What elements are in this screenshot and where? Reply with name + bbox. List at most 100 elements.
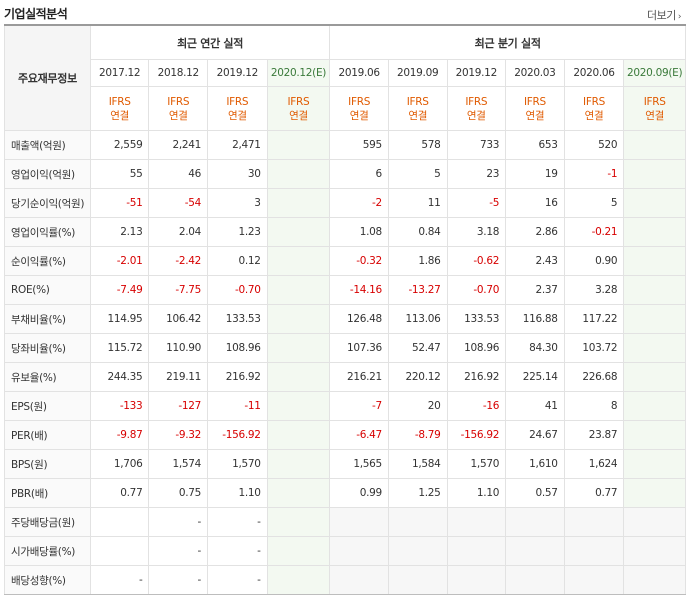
value-cell: 1.08 bbox=[329, 217, 389, 247]
value-cell: 1.10 bbox=[446, 478, 507, 508]
value-cell: 0.75 bbox=[148, 478, 209, 508]
value-cell bbox=[623, 362, 686, 392]
period-header: 2019.12 bbox=[207, 59, 268, 87]
table-row: 당좌비율(%) 115.72 110.90 108.96 107.36 52.47 108.… bbox=[4, 333, 686, 363]
standard-consolidated-label: 연결 bbox=[227, 109, 247, 122]
value-cell: 1,706 bbox=[89, 449, 150, 479]
value-cell: 0.77 bbox=[563, 478, 625, 508]
corner-label: 주요재무정보 bbox=[4, 24, 91, 131]
value-cell: -7.75 bbox=[148, 275, 209, 305]
accounting-standard: IFRS 연결 bbox=[266, 86, 331, 131]
value-cell: 0.99 bbox=[329, 478, 389, 508]
row-label: 영업이익(억원) bbox=[4, 159, 91, 189]
value-cell: -127 bbox=[148, 391, 209, 421]
value-cell: 11 bbox=[387, 188, 448, 218]
value-cell bbox=[623, 246, 686, 276]
value-cell: 733 bbox=[446, 130, 507, 160]
value-cell: 1,565 bbox=[329, 449, 389, 479]
more-link[interactable]: 더보기 › bbox=[647, 7, 682, 23]
value-cell: 108.96 bbox=[207, 333, 268, 363]
period-header: 2020.06 bbox=[563, 59, 625, 87]
value-cell: -0.21 bbox=[563, 217, 625, 247]
value-cell: 2.04 bbox=[148, 217, 209, 247]
table-row: 유보율(%) 244.35 219.11 216.92 216.21 220.12 216.… bbox=[4, 362, 686, 392]
value-cell bbox=[623, 391, 686, 421]
value-cell: 113.06 bbox=[387, 304, 448, 334]
value-cell: 41 bbox=[505, 391, 565, 421]
standard-ifrs-label: IFRS bbox=[287, 95, 310, 108]
value-cell bbox=[563, 507, 625, 537]
value-cell bbox=[387, 507, 448, 537]
value-cell: -6.47 bbox=[329, 420, 389, 450]
period-header: 2017.12 bbox=[89, 59, 150, 87]
value-cell: -9.87 bbox=[89, 420, 150, 450]
value-cell bbox=[387, 536, 448, 566]
value-cell: 84.30 bbox=[505, 333, 565, 363]
period-header: 2020.03 bbox=[505, 59, 565, 87]
value-cell: 103.72 bbox=[563, 333, 625, 363]
value-cell bbox=[329, 565, 389, 595]
row-label: BPS(원) bbox=[4, 449, 91, 479]
value-cell: 244.35 bbox=[89, 362, 150, 392]
accounting-standard: IFRS 연결 bbox=[148, 86, 209, 131]
table-row: EPS(원) -133 -127 -11 -7 20 -16 41 8 bbox=[4, 391, 686, 421]
value-cell bbox=[89, 536, 150, 566]
value-cell: - bbox=[148, 536, 209, 566]
table-row: BPS(원) 1,706 1,574 1,570 1,565 1,584 1,570 1,61… bbox=[4, 449, 686, 479]
value-cell: 1,570 bbox=[446, 449, 507, 479]
value-cell: 1.23 bbox=[207, 217, 268, 247]
value-cell bbox=[266, 246, 331, 276]
row-label: 영업이익률(%) bbox=[4, 217, 91, 247]
standard-consolidated-label: 연결 bbox=[584, 109, 604, 122]
value-cell: 3.18 bbox=[446, 217, 507, 247]
value-cell: -2.01 bbox=[89, 246, 150, 276]
value-cell: -8.79 bbox=[387, 420, 448, 450]
value-cell bbox=[266, 420, 331, 450]
value-cell: -0.70 bbox=[446, 275, 507, 305]
value-cell: -16 bbox=[446, 391, 507, 421]
value-cell: 23 bbox=[446, 159, 507, 189]
value-cell: 578 bbox=[387, 130, 448, 160]
value-cell: 19 bbox=[505, 159, 565, 189]
annual-group-header: 최근 연간 실적 bbox=[89, 24, 331, 60]
value-cell: 2.37 bbox=[505, 275, 565, 305]
value-cell bbox=[623, 449, 686, 479]
value-cell: 108.96 bbox=[446, 333, 507, 363]
value-cell: 55 bbox=[89, 159, 150, 189]
standard-consolidated-label: 연결 bbox=[466, 109, 486, 122]
value-cell: 2.43 bbox=[505, 246, 565, 276]
value-cell: 52.47 bbox=[387, 333, 448, 363]
value-cell: 2,559 bbox=[89, 130, 150, 160]
accounting-standard: IFRS 연결 bbox=[329, 86, 389, 131]
chevron-right-icon: › bbox=[677, 12, 682, 22]
table-row: PER(배) -9.87 -9.32 -156.92 -6.47 -8.79 -156.92… bbox=[4, 420, 686, 450]
value-cell: -5 bbox=[446, 188, 507, 218]
value-cell bbox=[623, 217, 686, 247]
row-label: ROE(%) bbox=[4, 275, 91, 305]
value-cell: - bbox=[148, 565, 209, 595]
standard-consolidated-label: 연결 bbox=[645, 109, 664, 122]
value-cell: 1.86 bbox=[387, 246, 448, 276]
value-cell: -1 bbox=[563, 159, 625, 189]
value-cell bbox=[623, 420, 686, 450]
value-cell: 1,624 bbox=[563, 449, 625, 479]
value-cell: 1,574 bbox=[148, 449, 209, 479]
value-cell: 8 bbox=[563, 391, 625, 421]
value-cell bbox=[563, 565, 625, 595]
period-header: 2020.12(E) bbox=[266, 59, 331, 87]
value-cell: 216.21 bbox=[329, 362, 389, 392]
standard-ifrs-label: IFRS bbox=[523, 95, 546, 108]
value-cell: 1,570 bbox=[207, 449, 268, 479]
value-cell: -13.27 bbox=[387, 275, 448, 305]
standard-ifrs-label: IFRS bbox=[583, 95, 605, 108]
value-cell: 219.11 bbox=[148, 362, 209, 392]
value-cell: 1,584 bbox=[387, 449, 448, 479]
value-cell bbox=[505, 565, 565, 595]
value-cell: -0.32 bbox=[329, 246, 389, 276]
table-row: 영업이익률(%) 2.13 2.04 1.23 1.08 0.84 3.18 2.86 -0.2… bbox=[4, 217, 686, 247]
row-label: 순이익률(%) bbox=[4, 246, 91, 276]
value-cell: -156.92 bbox=[207, 420, 268, 450]
period-header: 2018.12 bbox=[148, 59, 209, 87]
financial-summary-table: 주요재무정보 최근 연간 실적 최근 분기 실적 2017.12 2018.12 2… bbox=[4, 24, 686, 595]
value-cell bbox=[505, 536, 565, 566]
